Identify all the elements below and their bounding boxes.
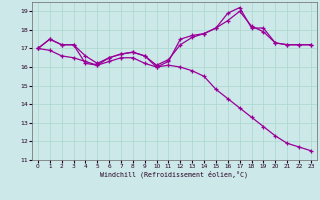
X-axis label: Windchill (Refroidissement éolien,°C): Windchill (Refroidissement éolien,°C) (100, 171, 248, 178)
